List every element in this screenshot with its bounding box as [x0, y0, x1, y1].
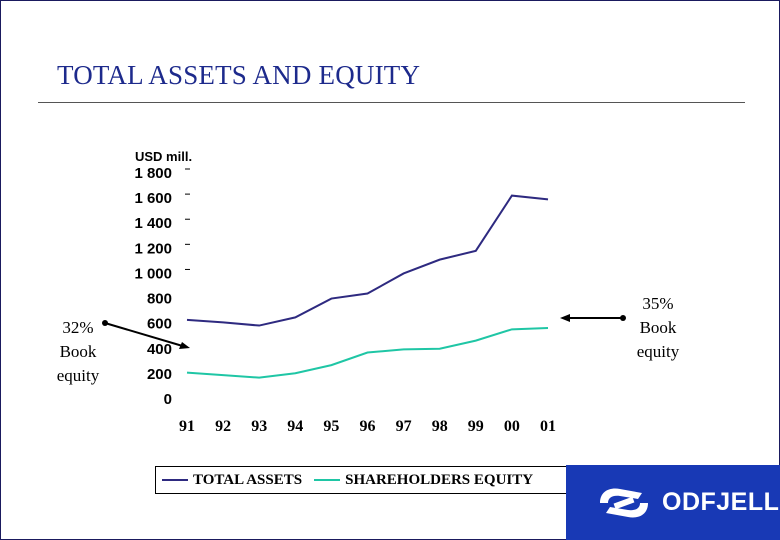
x-tick-label: 92 [215, 418, 231, 435]
y-tick-label: 1 000 [134, 265, 172, 282]
legend-swatch-equity [314, 479, 341, 481]
y-tick-label: 0 [164, 391, 172, 408]
logo-text: ODFJELL [662, 488, 780, 516]
x-tick-label: 93 [251, 418, 267, 435]
title-divider [38, 102, 745, 103]
y-axis-label: USD mill. [135, 149, 192, 164]
legend-label-assets: TOTAL ASSETS [193, 471, 303, 488]
chart-legend: TOTAL ASSETS SHAREHOLDERS EQUITY [155, 466, 576, 494]
annotation-left-arrow-dot [102, 320, 108, 326]
y-tick-label: 400 [147, 341, 172, 358]
company-logo: ODFJELL [566, 465, 780, 540]
series-line-shareholders-equity [186, 327, 549, 379]
y-tick-label: 1 400 [134, 215, 172, 232]
annotation-right: 35% Book equity [626, 292, 690, 364]
page-title: TOTAL ASSETS AND EQUITY [57, 60, 421, 90]
annotation-right-arrow-dot [620, 315, 626, 321]
annotation-right-arrowhead [560, 314, 570, 322]
x-tick-label: 98 [432, 418, 448, 435]
annotation-right-line2: Book [639, 318, 677, 337]
legend-label-equity: SHAREHOLDERS EQUITY [345, 471, 534, 488]
y-tick-label: 1 800 [134, 165, 172, 182]
annotation-left: 32% Book equity [48, 316, 108, 388]
annotation-left-percent: 32% [62, 318, 94, 337]
x-tick-label: 97 [396, 418, 412, 435]
x-tick-label: 96 [360, 418, 376, 435]
x-tick-label: 00 [504, 418, 520, 435]
annotation-right-line3: equity [636, 342, 680, 361]
annotation-left-arrowhead [179, 342, 190, 349]
y-tick-label: 1 600 [134, 190, 172, 207]
x-tick-label: 01 [540, 418, 556, 435]
y-tick-label: 600 [147, 316, 172, 333]
annotation-left-line3: equity [56, 366, 100, 385]
x-tick-label: 95 [323, 418, 339, 435]
annotation-left-arrow-line [104, 322, 187, 348]
legend-item-equity: SHAREHOLDERS EQUITY [314, 472, 533, 489]
annotation-right-percent: 35% [642, 294, 674, 313]
series-line-total-assets [186, 194, 549, 327]
logo-mark-icon [600, 488, 648, 517]
legend-item-assets: TOTAL ASSETS [162, 472, 302, 489]
x-tick-label: 94 [287, 418, 303, 435]
y-tick-label: 200 [147, 366, 172, 383]
legend-swatch-assets [162, 479, 188, 481]
annotation-left-line2: Book [59, 342, 97, 361]
y-tick-label: 1 200 [134, 240, 172, 257]
x-tick-label: 99 [468, 418, 484, 435]
y-tick-label: 800 [147, 291, 172, 308]
x-tick-label: 91 [179, 418, 195, 435]
